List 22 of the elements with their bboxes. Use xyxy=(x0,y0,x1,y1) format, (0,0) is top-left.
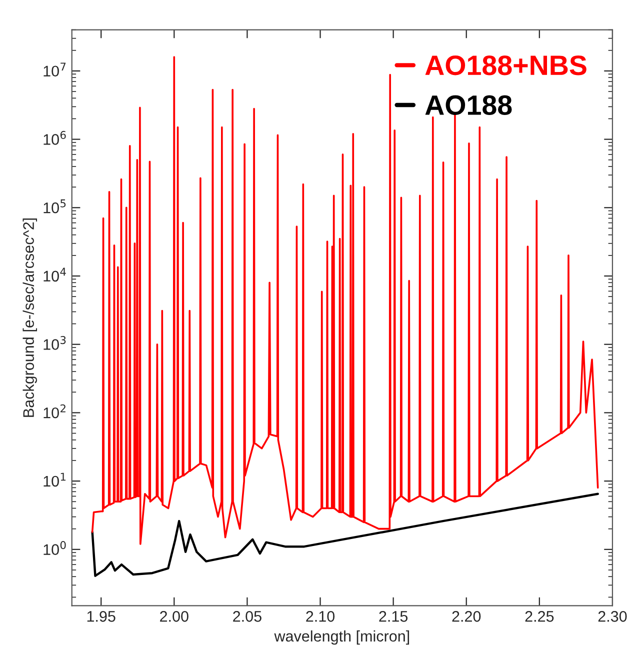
x-tick-label: 2.20 xyxy=(452,610,481,622)
x-tick-label: 1.95 xyxy=(87,610,116,622)
line-series xyxy=(91,56,599,545)
y-tick-label: 10$^{5}$ xyxy=(44,199,66,214)
y-tick-label: 10$^{0}$ xyxy=(44,541,66,555)
y-tick-label: 10$^{7}$ xyxy=(44,62,66,77)
x-tick-label: 2.15 xyxy=(379,610,408,622)
y-tick-label: 10$^{2}$ xyxy=(44,404,66,418)
y-tick-label: 10$^{3}$ xyxy=(44,336,66,350)
y-tick-label: 10$^{6}$ xyxy=(44,130,66,145)
legend-label: AO188+NBS xyxy=(425,56,586,76)
x-axis-title: wavelength [micron] xyxy=(274,630,410,645)
y-axis-title: Background [e-/sec/arcsec^2] xyxy=(22,218,38,417)
x-tick-label: 2.05 xyxy=(233,610,262,622)
x-tick-label: 2.30 xyxy=(598,610,627,622)
line-series xyxy=(91,492,599,577)
x-tick-label: 2.10 xyxy=(306,610,335,622)
x-tick-label: 2.00 xyxy=(160,610,188,622)
y-tick-label: 10$^{1}$ xyxy=(44,472,66,487)
legend-label: AO188 xyxy=(425,95,512,115)
y-tick-label: 10$^{4}$ xyxy=(44,268,66,282)
x-tick-label: 2.25 xyxy=(525,610,554,622)
